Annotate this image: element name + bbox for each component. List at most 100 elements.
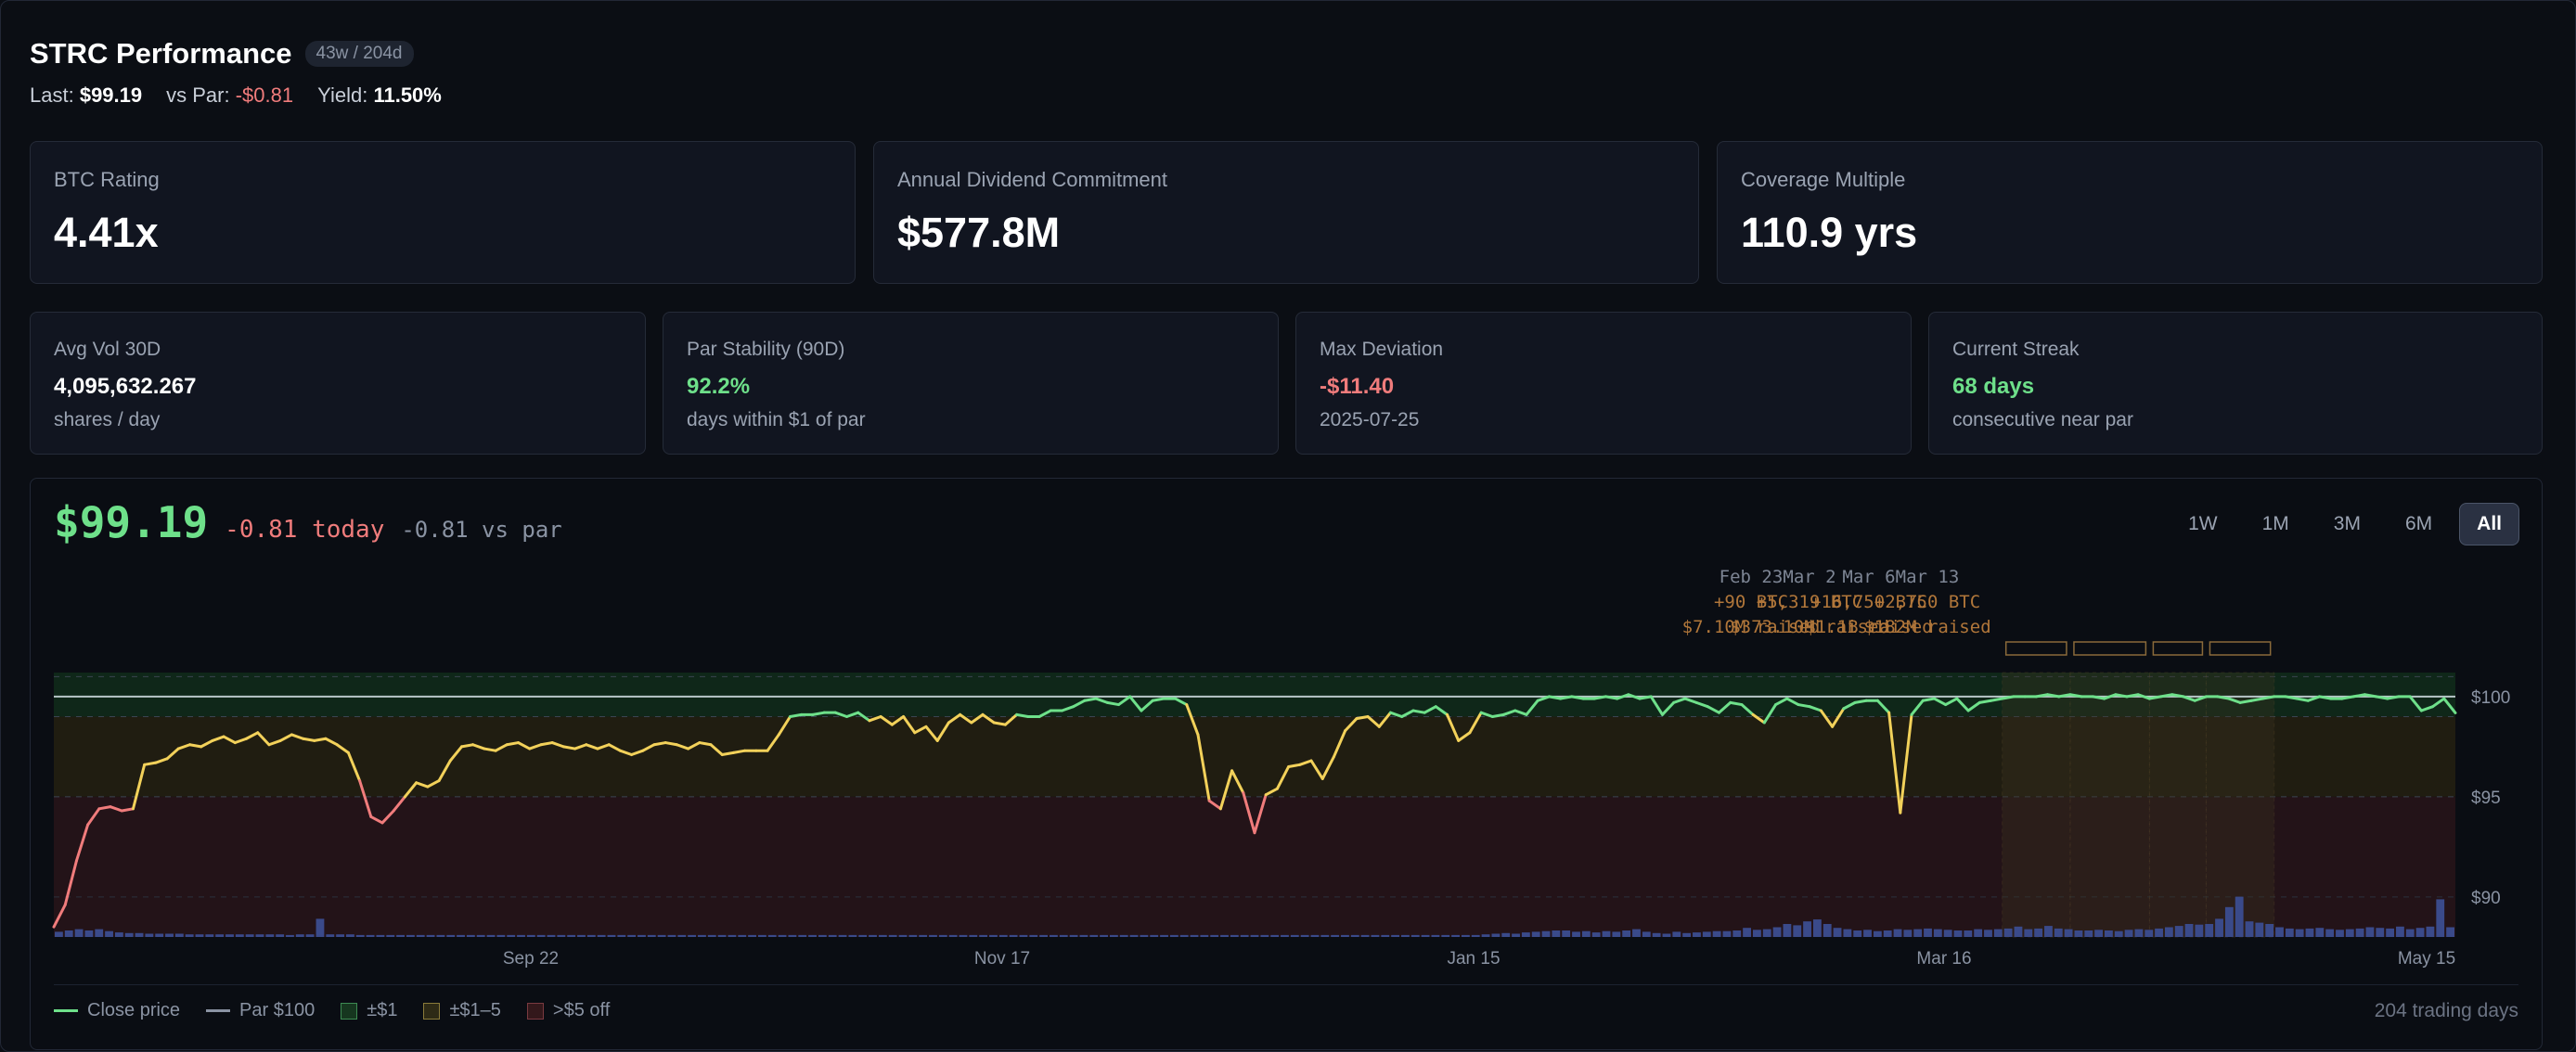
volume-bar bbox=[2446, 927, 2454, 937]
volume-bar bbox=[2084, 930, 2093, 937]
legend-close[interactable]: Close price bbox=[54, 1000, 180, 1021]
close-price-segment bbox=[1060, 705, 1075, 712]
volume-bar bbox=[1320, 934, 1330, 937]
volume-bar bbox=[276, 934, 285, 937]
close-price-segment bbox=[811, 711, 826, 716]
card-par-stability: Par Stability (90D) 92.2% days within $1… bbox=[663, 312, 1279, 455]
close-price-segment bbox=[233, 737, 249, 745]
legend-band2[interactable]: ±$1–5 bbox=[423, 1000, 501, 1021]
volume-bar bbox=[2024, 929, 2033, 937]
legend-band3[interactable]: >$5 off bbox=[526, 1000, 610, 1021]
range-6m-button[interactable]: 6M bbox=[2404, 513, 2433, 534]
close-price-segment bbox=[1015, 712, 1030, 718]
chart-panel: $99.19 -0.81 today -0.81 vs par 1W 1M 3M… bbox=[30, 478, 2543, 1050]
volume-bar bbox=[2215, 918, 2223, 937]
close-price-segment bbox=[959, 712, 973, 725]
annotation-date: Mar 6 bbox=[1842, 567, 1895, 587]
volume-bar bbox=[255, 934, 264, 937]
close-price-segment bbox=[2193, 695, 2208, 702]
close-price-segment bbox=[902, 715, 917, 735]
volume-bar bbox=[1712, 930, 1721, 937]
event-region bbox=[2148, 672, 2207, 938]
legend-par[interactable]: Par $100 bbox=[206, 1000, 315, 1021]
range-3m-button[interactable]: 3M bbox=[2333, 513, 2361, 534]
volume-bar bbox=[1250, 934, 1259, 937]
volume-bar bbox=[1622, 930, 1631, 937]
annotation-btc: +5,319 BTC bbox=[1757, 592, 1862, 612]
range-selector: 1W 1M 3M 6M All bbox=[2170, 503, 2519, 545]
volume-bar bbox=[1059, 934, 1068, 937]
volume-bar bbox=[1129, 934, 1139, 937]
volume-bar bbox=[305, 934, 315, 937]
volume-bar bbox=[969, 934, 978, 937]
close-price-segment bbox=[2136, 693, 2151, 700]
volume-bar bbox=[989, 934, 998, 937]
volume-bar bbox=[2155, 928, 2163, 937]
volume-bar bbox=[1270, 934, 1280, 937]
volume-bar bbox=[1300, 934, 1309, 937]
volume-bar bbox=[848, 934, 857, 937]
volume-bar bbox=[2174, 926, 2183, 937]
volume-bar bbox=[1562, 930, 1571, 937]
volume-bar bbox=[2376, 928, 2385, 937]
legend-band1[interactable]: ±$1 bbox=[341, 1000, 397, 1021]
volume-bar bbox=[1924, 928, 1932, 937]
close-price-segment bbox=[1275, 764, 1291, 790]
volume-bar bbox=[1863, 930, 1872, 937]
volume-bar bbox=[1039, 934, 1049, 937]
volume-bar bbox=[2255, 922, 2264, 937]
volume-bar bbox=[1220, 934, 1229, 937]
close-price-segment bbox=[131, 763, 147, 811]
volume-bar bbox=[295, 934, 304, 937]
volume-bar bbox=[919, 934, 928, 937]
volume-bar bbox=[547, 934, 556, 937]
volume-bar bbox=[1772, 927, 1782, 937]
volume-bar bbox=[245, 934, 254, 937]
last-value: $99.19 bbox=[79, 83, 143, 107]
close-price-segment bbox=[1344, 717, 1359, 733]
close-price-segment bbox=[1309, 759, 1324, 780]
volume-bar bbox=[2003, 928, 2013, 937]
volume-bar bbox=[858, 934, 868, 937]
volume-bar bbox=[406, 934, 415, 937]
price-chart[interactable]: $100 $95 $90 Sep 22 Nov 17 Jan 15 Mar 16 May 15… bbox=[31, 479, 2542, 984]
volume-bar bbox=[1230, 934, 1239, 937]
close-price-segment bbox=[1694, 700, 1709, 709]
close-price-segment bbox=[1457, 731, 1472, 742]
close-price-segment bbox=[2170, 693, 2185, 699]
volume-bar bbox=[1481, 934, 1490, 937]
close-price-segment bbox=[63, 859, 78, 906]
volume-bar bbox=[1572, 931, 1580, 937]
volume-bar bbox=[738, 934, 747, 937]
close-price-segment bbox=[2431, 697, 2446, 709]
close-price-segment bbox=[1774, 697, 1789, 707]
range-all-button[interactable]: All bbox=[2459, 503, 2519, 545]
close-price-segment bbox=[777, 715, 792, 737]
volume-bar bbox=[1753, 930, 1761, 937]
volume-bar bbox=[1391, 934, 1400, 937]
volume-bar bbox=[1401, 934, 1410, 937]
volume-bar bbox=[396, 934, 405, 937]
range-1m-button[interactable]: 1M bbox=[2261, 513, 2289, 534]
close-price-segment bbox=[1151, 697, 1166, 702]
volume-bar bbox=[1903, 930, 1913, 937]
volume-bar bbox=[1100, 934, 1108, 937]
volume-bar bbox=[878, 934, 887, 937]
annotation-date: Mar 13 bbox=[1896, 567, 1960, 587]
volume-bar bbox=[707, 934, 716, 937]
volume-bar bbox=[838, 934, 847, 937]
volume-bar bbox=[2365, 927, 2375, 937]
vspar-value: -$0.81 bbox=[235, 83, 294, 107]
volume-bar bbox=[959, 934, 968, 937]
volume-bar bbox=[1652, 932, 1661, 937]
close-price-segment bbox=[663, 741, 678, 747]
volume-bar bbox=[366, 934, 375, 937]
close-price-segment bbox=[346, 751, 362, 783]
volume-bar bbox=[698, 934, 706, 937]
event-region bbox=[2205, 672, 2275, 938]
volume-bar bbox=[165, 933, 174, 937]
range-1w-button[interactable]: 1W bbox=[2188, 513, 2218, 534]
x-tick-label: Nov 17 bbox=[974, 949, 1030, 969]
volume-bar bbox=[1360, 934, 1370, 937]
close-price-segment bbox=[2125, 693, 2140, 699]
